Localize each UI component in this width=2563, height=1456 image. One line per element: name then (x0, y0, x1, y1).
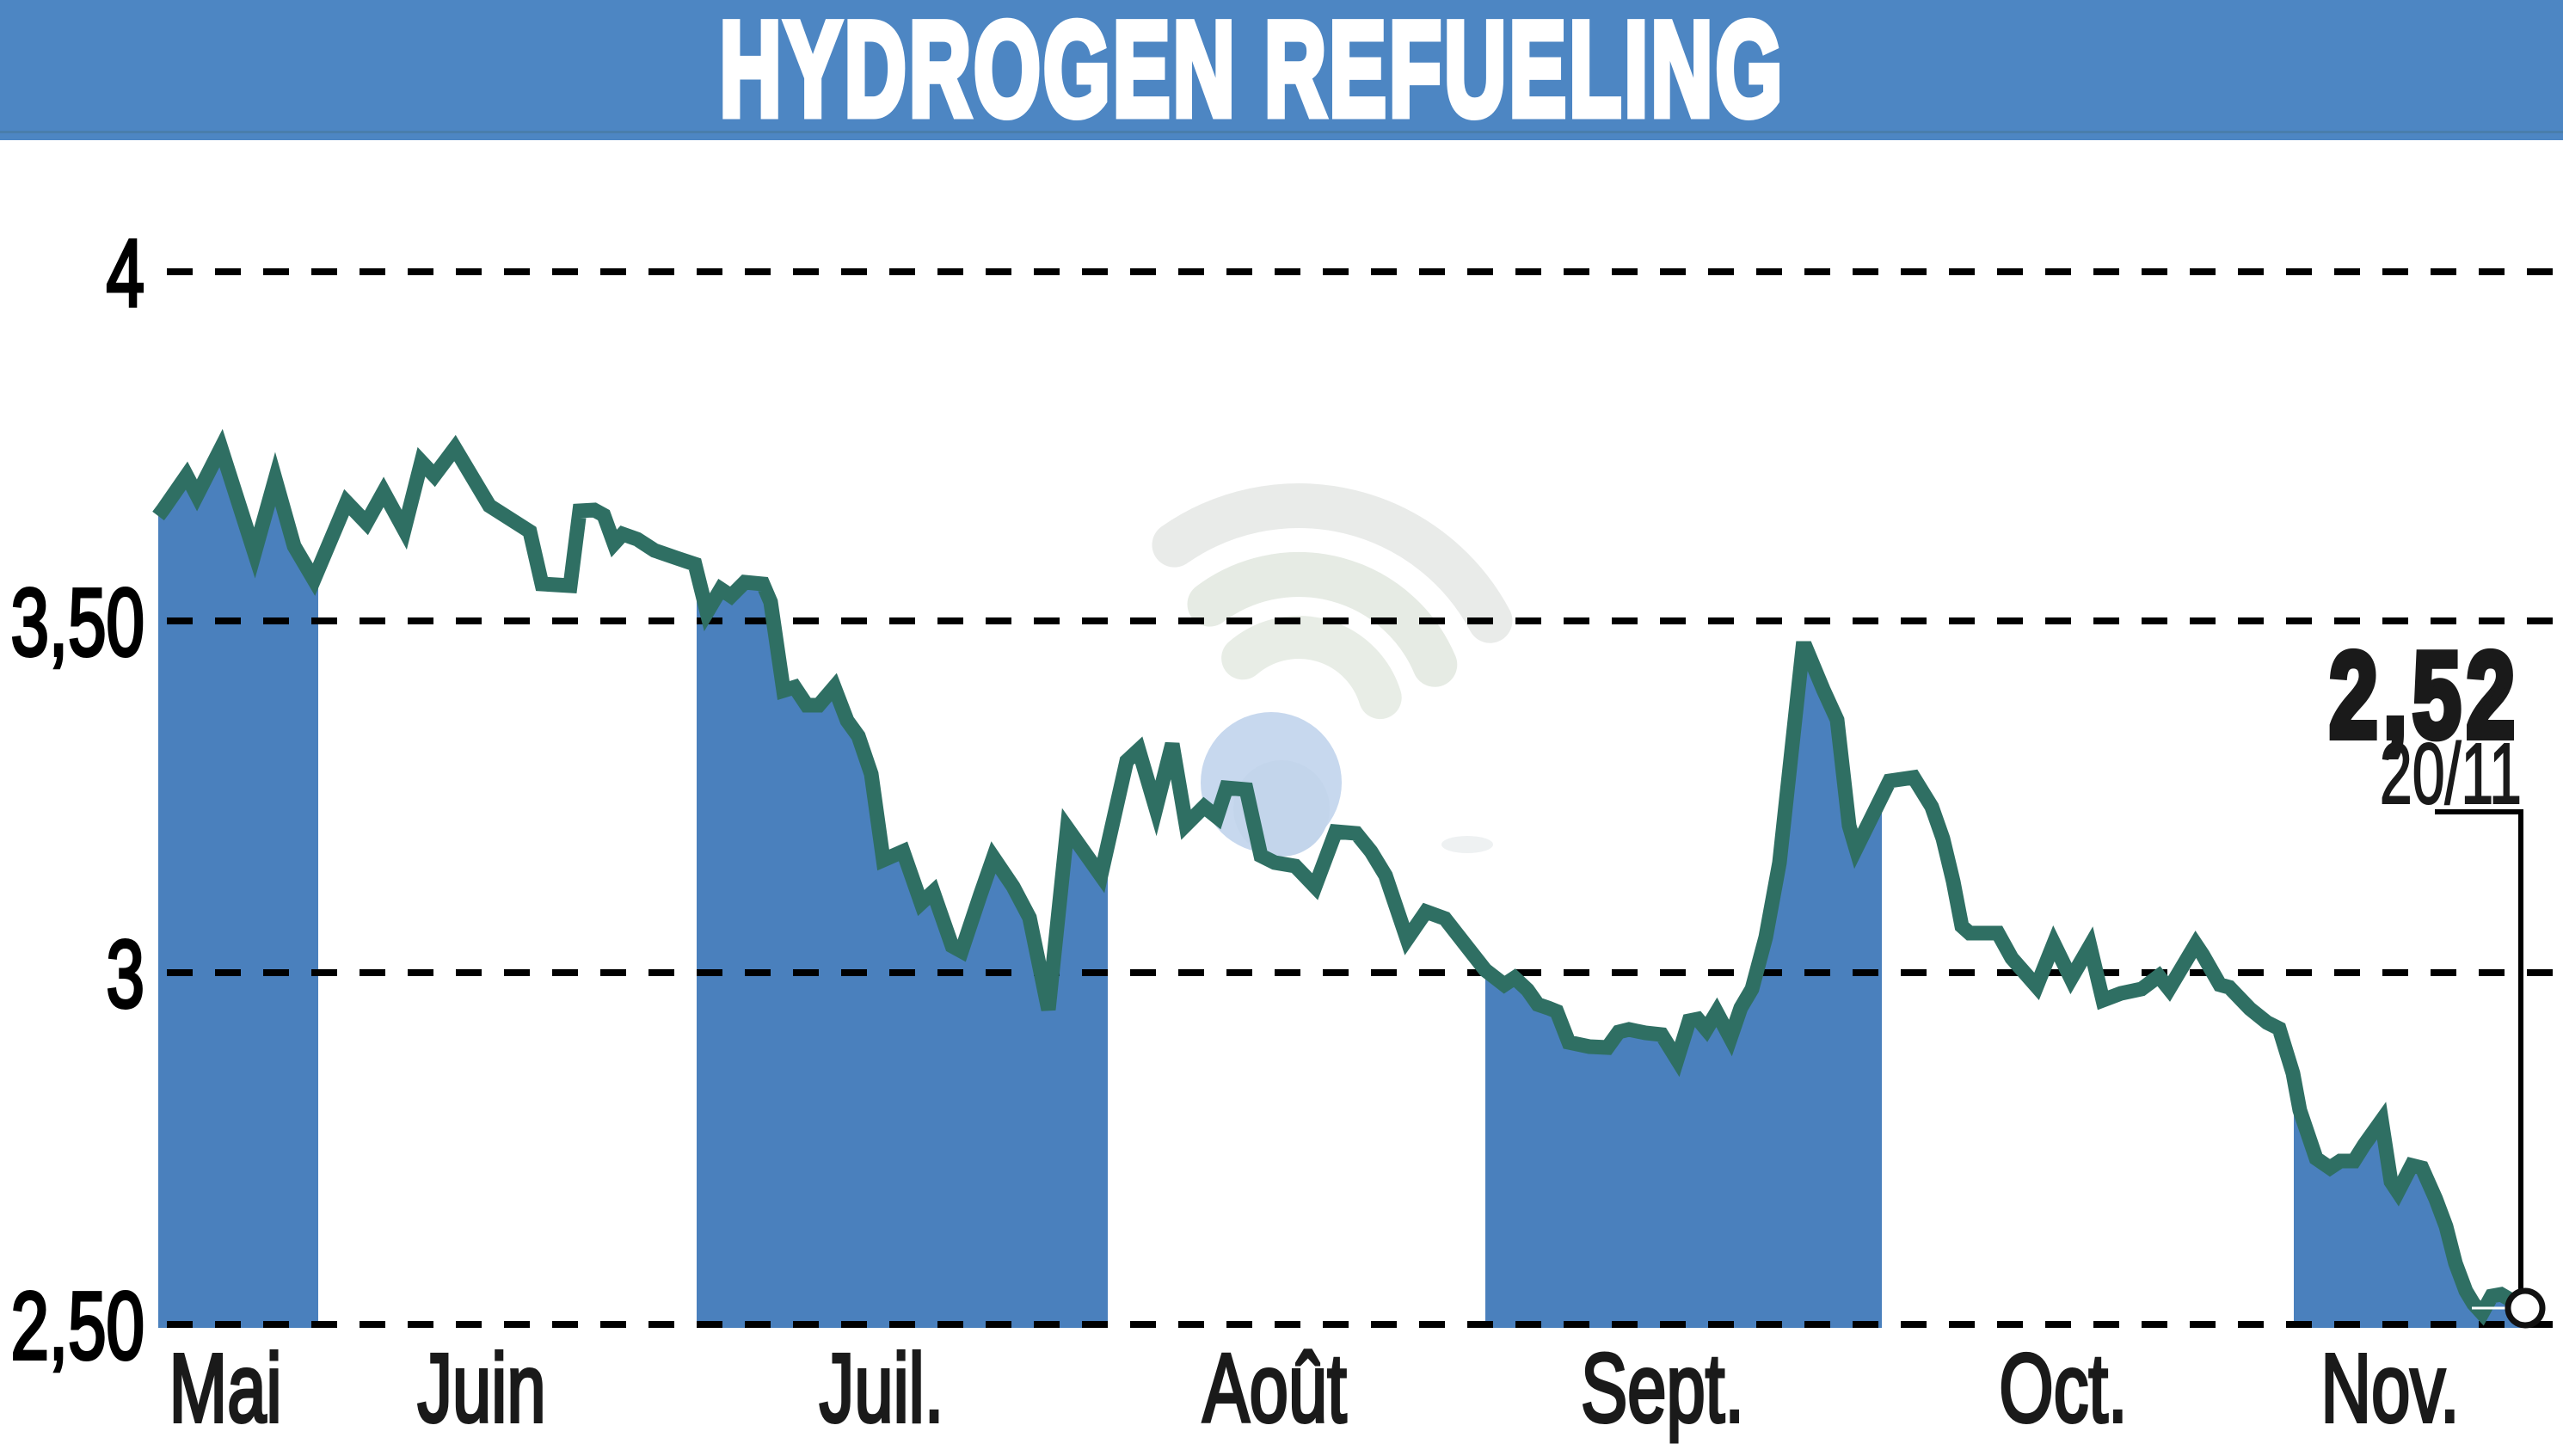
svg-text:4: 4 (107, 220, 144, 327)
svg-text:Juin: Juin (417, 1334, 545, 1442)
svg-text:HYDROGEN REFUELING: HYDROGEN REFUELING (719, 0, 1785, 144)
svg-text:3: 3 (107, 921, 144, 1028)
svg-text:Août: Août (1202, 1334, 1346, 1442)
svg-text:20/11: 20/11 (2380, 727, 2522, 822)
svg-text:Oct.: Oct. (1999, 1334, 2127, 1442)
svg-text:2,50: 2,50 (10, 1273, 144, 1379)
svg-text:2,52: 2,52 (2329, 628, 2520, 764)
svg-text:Nov.: Nov. (2320, 1334, 2459, 1442)
svg-text:3,50: 3,50 (10, 569, 144, 676)
svg-text:Mai: Mai (169, 1334, 281, 1442)
svg-text:Juil.: Juil. (820, 1334, 944, 1442)
svg-text:Sept.: Sept. (1581, 1334, 1744, 1442)
